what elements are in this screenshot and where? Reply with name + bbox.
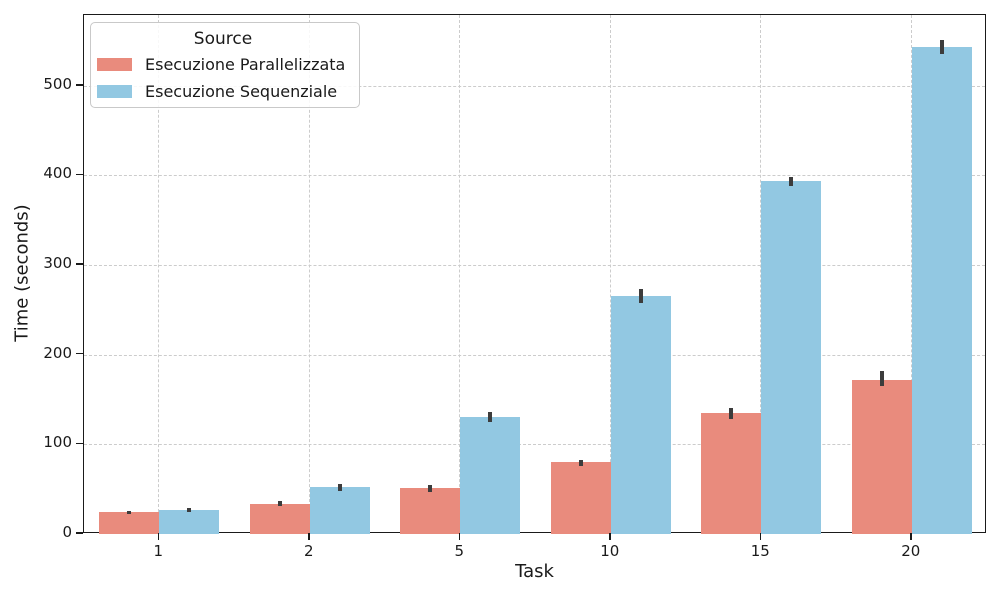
y-tick-mark — [76, 352, 83, 355]
y-tick-label: 200 — [43, 343, 72, 362]
error-bar — [277, 500, 282, 507]
plot-area — [83, 14, 986, 534]
gridline-v — [910, 15, 912, 532]
legend-swatch-parallelizzata-icon — [97, 58, 132, 71]
gridline-h — [84, 354, 985, 356]
x-tick-mark — [157, 533, 159, 540]
y-axis-label: Time (seconds) — [11, 204, 33, 342]
legend: Source Esecuzione Parallelizzata Esecuzi… — [90, 22, 360, 108]
gridline-v — [308, 15, 310, 532]
error-bar — [729, 407, 734, 420]
error-bar — [127, 510, 132, 515]
x-tick-label: 2 — [303, 542, 314, 560]
bar-parallelizzata-task20 — [851, 379, 912, 534]
bar-sequenziale-task5 — [460, 417, 521, 534]
gridline-v — [760, 15, 762, 532]
y-tick-label: 100 — [43, 433, 72, 452]
y-tick-label: 400 — [43, 164, 72, 183]
x-tick-mark — [910, 533, 912, 540]
bar-sequenziale-task1 — [159, 509, 220, 534]
legend-item-sequenziale: Esecuzione Sequenziale — [97, 78, 349, 105]
x-tick-label: 5 — [454, 542, 465, 560]
x-tick-mark — [458, 533, 460, 540]
gridline-v — [609, 15, 611, 532]
x-tick-mark — [609, 533, 611, 540]
legend-title: Source — [193, 29, 253, 49]
bar-sequenziale-task2 — [309, 487, 370, 534]
y-tick-label: 0 — [62, 523, 72, 541]
bar-sequenziale-task20 — [911, 47, 972, 534]
gridline-h — [84, 444, 985, 446]
legend-label-parallelizzata: Esecuzione Parallelizzata — [145, 55, 346, 74]
legend-item-parallelizzata: Esecuzione Parallelizzata — [97, 51, 349, 78]
bar-sequenziale-task10 — [610, 296, 671, 534]
x-tick-label: 1 — [153, 542, 164, 560]
x-tick-label: 15 — [750, 542, 770, 560]
error-bar — [638, 289, 643, 303]
bar-parallelizzata-task1 — [99, 512, 160, 534]
error-bar — [337, 483, 342, 491]
y-tick-mark — [76, 84, 83, 86]
gridline-h — [84, 265, 985, 267]
x-tick-label: 10 — [600, 542, 620, 560]
x-tick-mark — [308, 533, 310, 540]
gridline-h — [84, 175, 985, 177]
gridline-h — [84, 85, 985, 87]
x-axis-label: Task — [515, 561, 554, 582]
x-tick-mark — [759, 533, 761, 540]
bar-parallelizzata-task10 — [550, 462, 611, 534]
error-bar — [187, 508, 192, 512]
legend-swatch-sequenziale-icon — [97, 85, 132, 98]
error-bar — [939, 40, 944, 54]
legend-label-sequenziale: Esecuzione Sequenziale — [145, 82, 338, 101]
error-bar — [488, 412, 493, 422]
bar-parallelizzata-task15 — [701, 412, 762, 534]
y-tick-label: 300 — [43, 254, 72, 273]
bar-parallelizzata-task2 — [249, 503, 310, 534]
gridline-v — [459, 15, 461, 532]
error-bar — [789, 177, 794, 187]
error-bar — [428, 484, 433, 492]
gridline-v — [158, 15, 160, 532]
error-bar — [578, 459, 583, 466]
bar-parallelizzata-task5 — [400, 488, 461, 534]
y-tick-mark — [76, 173, 83, 176]
x-tick-label: 20 — [901, 542, 921, 560]
y-tick-mark — [76, 442, 83, 445]
error-bar — [879, 370, 884, 387]
y-tick-mark — [76, 532, 83, 534]
bar-sequenziale-task15 — [761, 180, 822, 534]
y-tick-mark — [76, 263, 83, 265]
y-tick-label: 500 — [43, 74, 72, 93]
